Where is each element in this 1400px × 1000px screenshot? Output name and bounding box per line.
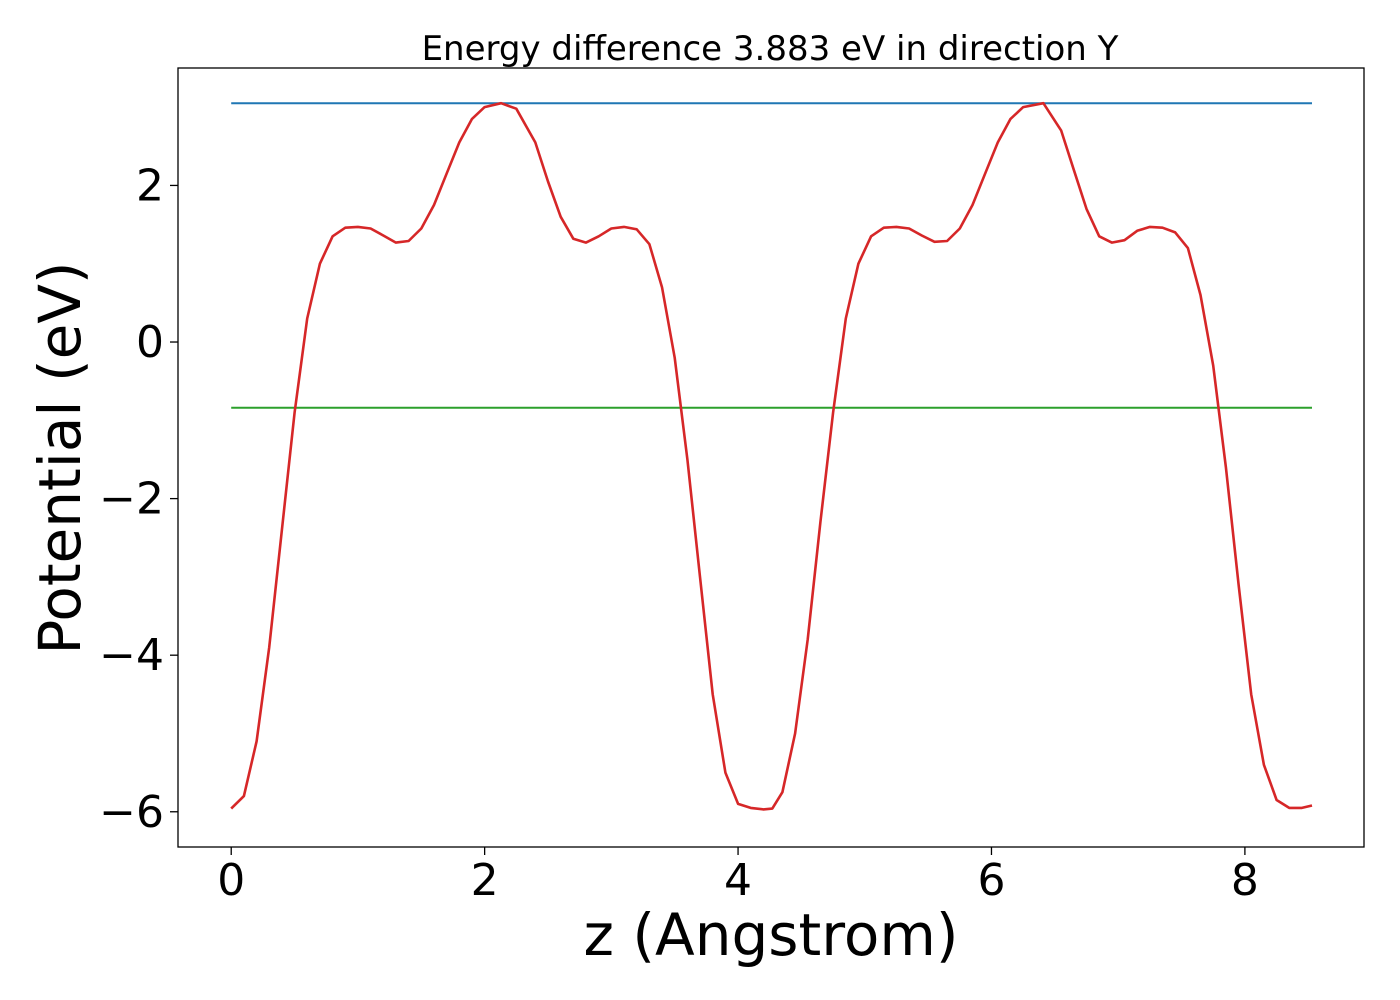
series-layer: [230, 101, 1313, 811]
y-tick-label: 0: [136, 317, 164, 368]
chart-title: Energy difference 3.883 eV in direction …: [422, 29, 1119, 69]
x-axis-ticks: 0 2 4 6 8: [217, 847, 1259, 906]
y-tick-label: 2: [136, 160, 164, 211]
y-tick-label: −2: [99, 474, 164, 525]
x-tick-label: 0: [217, 855, 245, 906]
x-tick-label: 2: [471, 855, 499, 906]
y-tick-label: −4: [99, 630, 164, 681]
x-axis-label: z (Angstrom): [584, 901, 959, 969]
y-tick-label: −6: [99, 787, 164, 838]
series-line-0: [230, 101, 1313, 811]
plot-frame: [177, 67, 1365, 848]
x-tick-label: 6: [977, 855, 1005, 906]
y-axis-label: Potential (eV): [26, 261, 94, 654]
y-axis-ticks: −6 −4 −2 0 2: [99, 160, 178, 838]
x-tick-label: 4: [724, 855, 752, 906]
x-tick-label: 8: [1231, 855, 1259, 906]
